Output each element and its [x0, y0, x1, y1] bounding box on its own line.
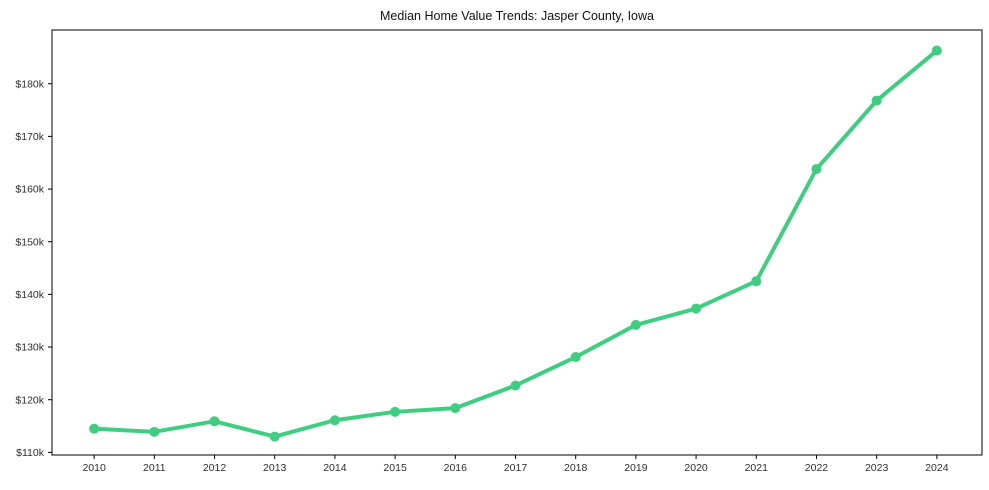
- x-tick-label: 2023: [865, 462, 889, 474]
- data-point-marker: [871, 95, 882, 106]
- plot-frame: [51, 29, 983, 456]
- data-point-marker: [811, 164, 822, 175]
- y-tick-label: $170k: [15, 131, 44, 143]
- y-tick-label: $120k: [15, 394, 44, 406]
- data-point-marker: [630, 319, 641, 330]
- x-tick-label: 2022: [805, 462, 829, 474]
- x-tick-label: 2013: [263, 462, 287, 474]
- x-tick-label: 2019: [624, 462, 648, 474]
- x-tick-label: 2010: [82, 462, 106, 474]
- data-point-marker: [450, 403, 461, 414]
- data-point-marker: [269, 431, 280, 442]
- x-tick-label: 2015: [383, 462, 407, 474]
- data-point-marker: [751, 276, 762, 287]
- chart-title: Median Home Value Trends: Jasper County,…: [380, 9, 654, 23]
- y-tick-label: $160k: [15, 184, 44, 196]
- y-tick-label: $180k: [15, 78, 44, 90]
- data-point-marker: [149, 426, 160, 437]
- x-tick-label: 2020: [684, 462, 708, 474]
- x-tick-label: 2018: [564, 462, 588, 474]
- data-point-marker: [390, 406, 401, 417]
- x-tick-label: 2024: [925, 462, 949, 474]
- data-point-marker: [691, 303, 702, 314]
- data-point-marker: [510, 380, 521, 391]
- trend-line: [92, 48, 939, 439]
- y-tick-label: $150k: [15, 236, 44, 248]
- data-point-marker: [89, 423, 100, 434]
- y-tick-label: $140k: [15, 289, 44, 301]
- data-point-marker: [209, 416, 220, 427]
- x-tick-label: 2012: [203, 462, 227, 474]
- x-tick-label: 2016: [444, 462, 468, 474]
- data-point-marker: [329, 415, 340, 426]
- y-tick-label: $110k: [16, 447, 45, 459]
- x-tick-label: 2017: [504, 462, 528, 474]
- x-tick-label: 2014: [323, 462, 347, 474]
- data-point-marker: [931, 45, 942, 56]
- x-tick-label: 2011: [143, 462, 166, 474]
- x-tick-label: 2021: [745, 462, 769, 474]
- data-point-marker: [570, 352, 581, 363]
- y-tick-label: $130k: [15, 342, 44, 354]
